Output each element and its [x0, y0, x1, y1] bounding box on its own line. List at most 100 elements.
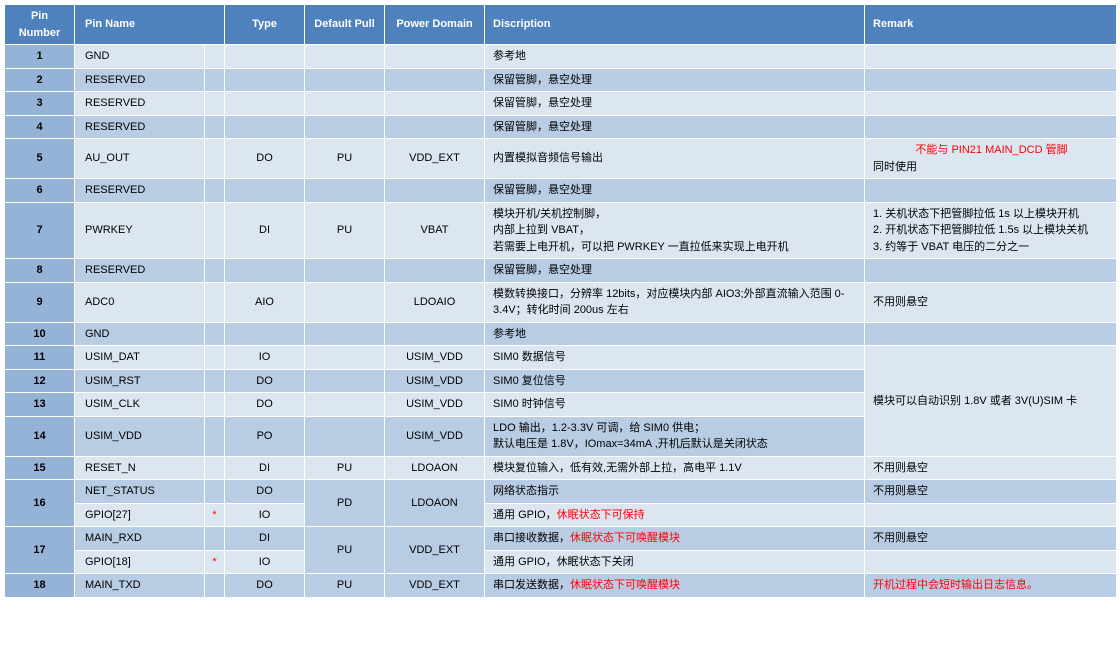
- cell-asterisk: [205, 393, 225, 417]
- table-row: 10GND参考地: [5, 322, 1117, 346]
- cell-description: 内置模拟音频信号输出: [485, 139, 865, 179]
- table-row: 16NET_STATUSDOPDLDOAON网络状态指示不用则悬空: [5, 480, 1117, 504]
- cell-type: DO: [225, 393, 305, 417]
- cell-description: 模块复位输入，低有效,无需外部上拉，高电平 1.1V: [485, 456, 865, 480]
- cell-power-domain: LDOAIO: [385, 282, 485, 322]
- header-default-pull: Default Pull: [305, 5, 385, 45]
- cell-description: SIM0 数据信号: [485, 346, 865, 370]
- cell-asterisk: [205, 480, 225, 504]
- cell-description: 通用 GPIO，休眠状态下可保持: [485, 503, 865, 527]
- table-row: 17MAIN_RXDDIPUVDD_EXT串口接收数据，休眠状态下可唤醒模块不用…: [5, 527, 1117, 551]
- header-remark: Remark: [865, 5, 1117, 45]
- cell-pin-name: RESERVED: [75, 259, 205, 283]
- cell-power-domain: VDD_EXT: [385, 139, 485, 179]
- cell-pin-number: 17: [5, 527, 75, 574]
- cell-asterisk: [205, 68, 225, 92]
- cell-description: 模块开机/关机控制脚， 内部上拉到 VBAT， 若需要上电开机，可以把 PWRK…: [485, 202, 865, 259]
- cell-pin-number: 13: [5, 393, 75, 417]
- cell-type: [225, 259, 305, 283]
- cell-default-pull: [305, 259, 385, 283]
- cell-description: 参考地: [485, 322, 865, 346]
- header-pin-number: Pin Number: [5, 5, 75, 45]
- cell-pin-number: 16: [5, 480, 75, 527]
- cell-asterisk: *: [205, 503, 225, 527]
- cell-pin-number: 12: [5, 369, 75, 393]
- cell-description: 通用 GPIO，休眠状态下关闭: [485, 550, 865, 574]
- cell-default-pull: [305, 282, 385, 322]
- cell-type: DO: [225, 574, 305, 598]
- cell-default-pull: PU: [305, 527, 385, 574]
- cell-power-domain: USIM_VDD: [385, 416, 485, 456]
- cell-pin-name: GND: [75, 45, 205, 69]
- cell-description: 串口接收数据，休眠状态下可唤醒模块: [485, 527, 865, 551]
- cell-pin-name: AU_OUT: [75, 139, 205, 179]
- table-body: 1GND参考地2RESERVED保留管脚，悬空处理3RESERVED保留管脚，悬…: [5, 45, 1117, 598]
- cell-remark: [865, 45, 1117, 69]
- cell-power-domain: VDD_EXT: [385, 574, 485, 598]
- cell-pin-name: PWRKEY: [75, 202, 205, 259]
- cell-type: DI: [225, 527, 305, 551]
- cell-asterisk: [205, 574, 225, 598]
- cell-default-pull: PU: [305, 202, 385, 259]
- cell-description: 参考地: [485, 45, 865, 69]
- cell-power-domain: [385, 45, 485, 69]
- cell-pin-number: 8: [5, 259, 75, 283]
- cell-power-domain: [385, 179, 485, 203]
- cell-pin-name: RESERVED: [75, 179, 205, 203]
- table-row: 15RESET_NDIPULDOAON模块复位输入，低有效,无需外部上拉，高电平…: [5, 456, 1117, 480]
- cell-remark: [865, 115, 1117, 139]
- cell-type: [225, 92, 305, 116]
- cell-asterisk: [205, 139, 225, 179]
- table-row: GPIO[18]*IO通用 GPIO，休眠状态下关闭: [5, 550, 1117, 574]
- cell-power-domain: USIM_VDD: [385, 346, 485, 370]
- cell-remark: 1. 关机状态下把管脚拉低 1s 以上模块开机 2. 开机状态下把管脚拉低 1.…: [865, 202, 1117, 259]
- cell-default-pull: PD: [305, 480, 385, 527]
- cell-description: 保留管脚，悬空处理: [485, 179, 865, 203]
- cell-power-domain: USIM_VDD: [385, 369, 485, 393]
- cell-remark: 不用则悬空: [865, 527, 1117, 551]
- cell-remark: [865, 68, 1117, 92]
- cell-pin-name: RESERVED: [75, 115, 205, 139]
- cell-pin-number: 18: [5, 574, 75, 598]
- cell-description: 网络状态指示: [485, 480, 865, 504]
- cell-type: DO: [225, 480, 305, 504]
- cell-asterisk: [205, 45, 225, 69]
- cell-pin-name: RESERVED: [75, 68, 205, 92]
- table-row: 11USIM_DATIOUSIM_VDDSIM0 数据信号模块可以自动识别 1.…: [5, 346, 1117, 370]
- cell-asterisk: [205, 282, 225, 322]
- cell-remark: 不用则悬空: [865, 480, 1117, 504]
- cell-type: AIO: [225, 282, 305, 322]
- cell-remark: [865, 550, 1117, 574]
- table-row: 1GND 参考地: [5, 45, 1117, 69]
- cell-default-pull: [305, 68, 385, 92]
- cell-description: 模数转换接口，分辨率 12bits，对应模块内部 AIO3;外部直流输入范围 0…: [485, 282, 865, 322]
- cell-default-pull: [305, 322, 385, 346]
- cell-pin-number: 3: [5, 92, 75, 116]
- cell-asterisk: [205, 259, 225, 283]
- header-power-domain: Power Domain: [385, 5, 485, 45]
- cell-asterisk: [205, 322, 225, 346]
- cell-type: DO: [225, 369, 305, 393]
- cell-pin-number: 2: [5, 68, 75, 92]
- cell-type: [225, 179, 305, 203]
- cell-pin-number: 7: [5, 202, 75, 259]
- cell-type: DI: [225, 456, 305, 480]
- cell-description: SIM0 复位信号: [485, 369, 865, 393]
- cell-power-domain: LDOAON: [385, 480, 485, 527]
- cell-description: 保留管脚，悬空处理: [485, 259, 865, 283]
- cell-power-domain: VDD_EXT: [385, 527, 485, 574]
- cell-type: [225, 115, 305, 139]
- cell-pin-name: USIM_RST: [75, 369, 205, 393]
- table-row: 5AU_OUTDOPUVDD_EXT内置模拟音频信号输出不能与 PIN21 MA…: [5, 139, 1117, 179]
- cell-remark: 不用则悬空: [865, 456, 1117, 480]
- cell-default-pull: [305, 179, 385, 203]
- cell-type: DO: [225, 139, 305, 179]
- cell-default-pull: [305, 369, 385, 393]
- cell-asterisk: [205, 346, 225, 370]
- cell-pin-number: 1: [5, 45, 75, 69]
- cell-asterisk: [205, 456, 225, 480]
- table-row: 6RESERVED保留管脚，悬空处理: [5, 179, 1117, 203]
- table-header-row: Pin Number Pin Name Type Default Pull Po…: [5, 5, 1117, 45]
- cell-asterisk: [205, 369, 225, 393]
- cell-pin-name: USIM_VDD: [75, 416, 205, 456]
